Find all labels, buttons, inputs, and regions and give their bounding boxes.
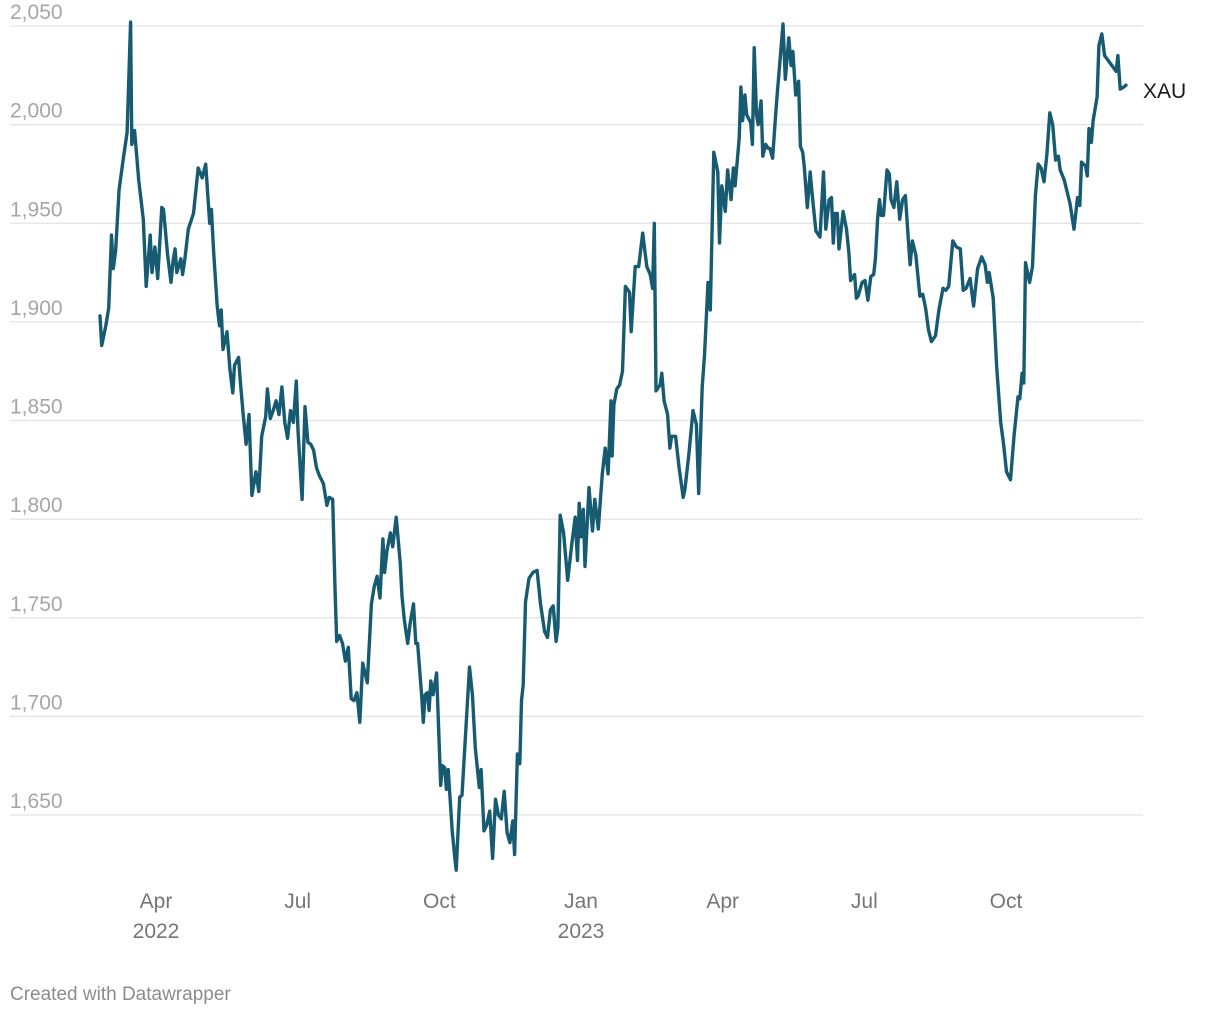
y-tick-label-1750: 1,750 [10,593,63,616]
y-tick-label-1850: 1,850 [10,396,63,419]
credit-text: Created with Datawrapper [10,984,231,1005]
y-tick-label-1650: 1,650 [10,790,63,813]
x-tick-label-oct-2: Oct [423,890,456,913]
y-tick-label-1800: 1,800 [10,494,63,517]
x-tick-year-2022: 2022 [133,920,180,943]
y-tick-label-1950: 1,950 [10,198,63,221]
y-tick-label-2050: 2,050 [10,1,63,24]
xau-price-line [98,20,1128,872]
x-tick-label-apr-4: Apr [706,890,739,913]
y-tick-label-1700: 1,700 [10,691,63,714]
y-axis-tick-labels: 2,050 2,000 1,950 1,900 1,850 1,800 1,750 1,700… [10,1,63,813]
x-tick-label-oct-6: Oct [990,890,1023,913]
x-tick-label-apr-0: Apr [140,890,173,913]
x-tick-label-jan-3: Jan [564,890,598,913]
x-tick-label-jul-5: Jul [851,890,878,913]
series-label-xau: XAU [1143,80,1186,103]
y-tick-label-1900: 1,900 [10,297,63,320]
x-tick-label-jul-1: Jul [284,890,311,913]
gridlines [10,25,1143,816]
y-tick-label-2000: 2,000 [10,100,63,123]
x-axis-tick-labels: Apr 2022 Jul Oct Jan 2023 Apr Jul Oct [133,890,1023,943]
x-tick-year-2023: 2023 [558,920,605,943]
